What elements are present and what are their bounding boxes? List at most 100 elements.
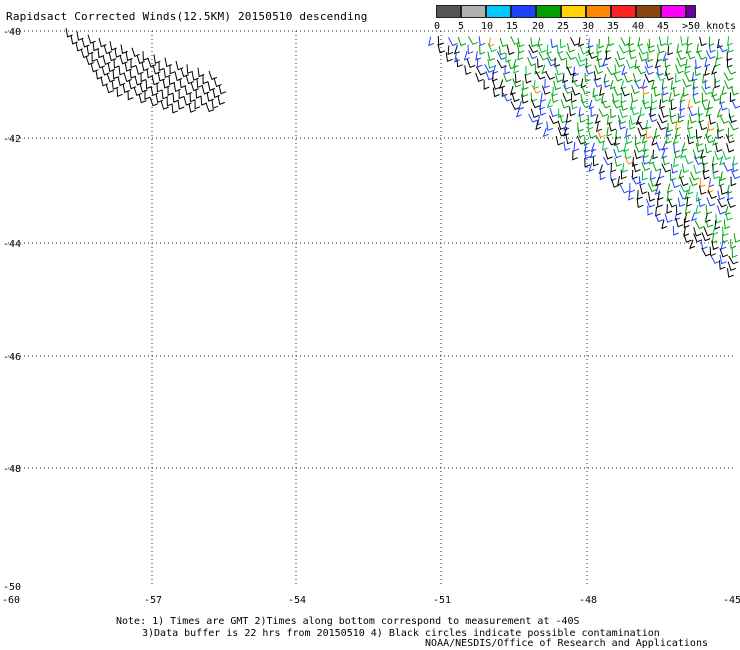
wind-barb	[726, 268, 734, 278]
wind-barb	[704, 66, 710, 77]
wind-barb	[683, 233, 692, 243]
wind-barb	[661, 163, 671, 173]
wind-barb	[712, 136, 719, 146]
wind-barb	[680, 36, 688, 46]
wind-barb	[588, 99, 595, 110]
wind-barb	[527, 57, 537, 67]
wind-barb	[530, 108, 540, 119]
wind-barb	[693, 233, 703, 243]
wind-barb	[615, 143, 624, 153]
wind-barb	[675, 120, 681, 131]
wind-barb	[457, 36, 467, 47]
wind-barb	[534, 64, 541, 75]
wind-barb	[651, 80, 657, 90]
wind-barb	[134, 76, 143, 86]
wind-barb	[686, 197, 692, 207]
wind-barb	[654, 128, 660, 138]
wind-barb	[676, 50, 687, 61]
wind-barb	[512, 78, 522, 88]
wind-barb	[632, 162, 641, 173]
wind-barb	[501, 87, 508, 98]
colorbar-label: 25	[557, 21, 570, 32]
wind-barb	[538, 51, 549, 61]
wind-barb	[717, 43, 728, 53]
wind-barb	[528, 50, 538, 60]
wind-barb	[172, 93, 179, 103]
wind-barb	[601, 140, 608, 151]
wind-barb	[711, 87, 718, 98]
lon-tick-label: -60	[2, 595, 20, 606]
wind-barb	[727, 127, 734, 138]
wind-barb	[627, 43, 636, 53]
wind-barb	[610, 108, 617, 119]
wind-barb	[87, 34, 96, 44]
wind-barb	[533, 79, 539, 90]
colorbar-swatch-7	[611, 5, 636, 18]
wind-barb	[537, 115, 543, 126]
lon-tick-label: -57	[144, 595, 162, 606]
wind-barb	[727, 261, 737, 271]
wind-barb	[566, 43, 575, 53]
wind-barb	[617, 114, 627, 125]
wind-barb	[662, 141, 669, 151]
wind-barb	[594, 114, 601, 124]
wind-barb	[208, 70, 218, 81]
wind-barb	[618, 119, 626, 130]
wind-barb	[669, 171, 676, 182]
wind-barb	[492, 80, 501, 90]
wind-barb	[127, 90, 134, 101]
wind-barb	[719, 101, 728, 111]
colorbar-swatch-9	[661, 5, 686, 18]
longitude-labels: -60 -57 -54 -51 -48 -45	[2, 595, 740, 606]
wind-barb	[592, 156, 599, 167]
wind-barb	[687, 134, 695, 145]
wind-barb	[573, 141, 580, 152]
wind-barb	[730, 239, 737, 249]
wind-barb	[463, 51, 470, 61]
wind-barb	[453, 44, 460, 55]
wind-barb	[506, 45, 515, 56]
wind-barb	[691, 72, 698, 82]
wind-barb	[484, 64, 495, 73]
wind-barb	[551, 93, 559, 103]
wind-barb	[672, 135, 679, 145]
wind-barb	[675, 64, 684, 74]
wind-barb	[725, 211, 733, 221]
wind-barb	[722, 150, 731, 161]
wind-barb	[634, 59, 641, 70]
wind-barb	[135, 65, 144, 75]
wind-barb	[218, 84, 227, 95]
wind-barb	[720, 185, 728, 195]
wind-barb	[644, 59, 654, 69]
wind-barb	[718, 176, 725, 187]
latitude-labels: -40 -42 -44 -46 -48 -50	[3, 27, 21, 593]
wind-barb	[130, 58, 137, 69]
wind-barb	[539, 106, 546, 116]
wind-barb	[717, 129, 724, 140]
wind-barb	[681, 142, 688, 152]
wind-barb	[596, 122, 602, 133]
wind-barb	[666, 204, 673, 214]
wind-barb	[437, 36, 444, 46]
wind-barb	[565, 134, 573, 145]
wind-barb	[152, 64, 161, 75]
wind-barb	[161, 89, 169, 100]
wind-barb	[599, 170, 606, 181]
wind-barb	[496, 50, 507, 60]
wind-barb	[720, 240, 727, 250]
wind-barb	[656, 66, 664, 77]
wind-barb	[620, 87, 630, 97]
wind-barb	[679, 176, 689, 187]
wind-barb	[664, 58, 671, 68]
wind-barb	[697, 106, 704, 117]
wind-barb	[510, 101, 521, 111]
wind-barb	[687, 99, 694, 110]
wind-barb	[642, 155, 650, 165]
wind-barb	[200, 95, 207, 106]
wind-barb	[206, 92, 214, 102]
wind-barb	[705, 218, 714, 228]
wind-barb	[528, 44, 539, 54]
wind-barb	[692, 79, 699, 90]
wind-barb	[118, 65, 126, 76]
colorbar-label: 30	[582, 21, 595, 32]
